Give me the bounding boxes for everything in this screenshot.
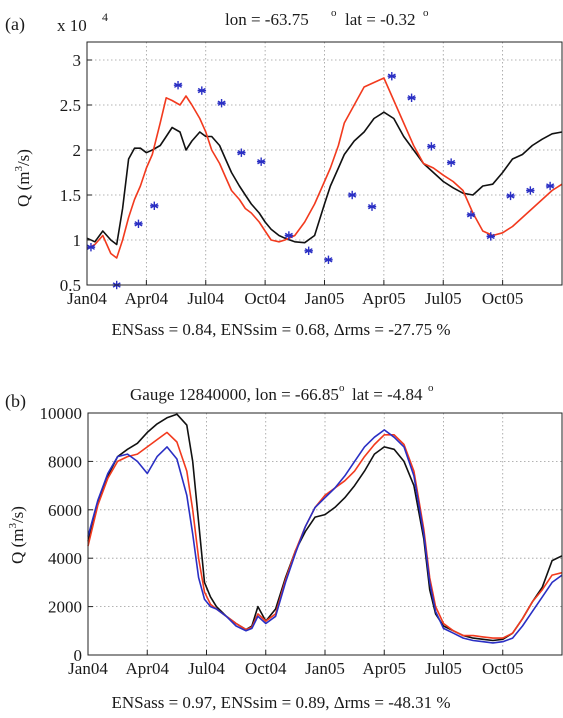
panel-b-ytick-label: 6000: [48, 501, 82, 520]
panel-a-ylabel: Q (m3/s): [13, 149, 33, 207]
panel-a-ylabel-exp: 3: [13, 166, 25, 172]
panel-a-observation-marker: [407, 93, 416, 102]
panel-b-xtick-label: Jan05: [305, 659, 345, 678]
panel-a-ylabel-suffix: /s): [14, 149, 33, 166]
panel-b-xtick-label: Jul05: [425, 659, 462, 678]
panel-b-ytick-label: 8000: [48, 452, 82, 471]
panel-b: (b) Gauge 12840000, lon = -66.85 o lat =…: [5, 382, 563, 712]
panel-b-ylabel-prefix: Q (m: [8, 529, 27, 564]
panel-a-observation-marker: [134, 219, 143, 228]
panel-b-label: (b): [5, 391, 26, 412]
panel-b-xtick-label: Oct05: [482, 659, 524, 678]
panel-a: (a) x 10 4 lon = -63.75 o lat = -0.32 o …: [5, 7, 563, 339]
panel-a-observation-marker: [150, 201, 159, 210]
panel-a-exponent-power: 4: [102, 10, 108, 24]
panel-b-title-degree-2: o: [428, 382, 434, 394]
panel-b-title-degree-1: o: [339, 382, 345, 394]
panel-a-observation-marker: [446, 158, 456, 167]
panel-b-ylabel-suffix: /s): [8, 506, 27, 523]
panel-a-observation-marker: [348, 190, 357, 200]
panel-a-observation-marker: [173, 81, 183, 90]
panel-a-title-degree-2: o: [423, 7, 429, 19]
panel-b-series-line-1: [87, 431, 563, 639]
panel-a-observation-marker: [387, 72, 396, 81]
panel-a-observation-marker: [217, 99, 226, 108]
panel-a-observation-marker: [506, 191, 515, 201]
panel-b-title-lat: lat = -4.84: [352, 385, 423, 404]
panel-a-series-line-1: [86, 77, 563, 259]
panel-a-xtick-label: Apr05: [362, 289, 405, 308]
panel-a-observation-marker: [427, 142, 436, 151]
panel-b-xtick-label: Jan04: [68, 659, 108, 678]
panel-a-observation-marker: [486, 232, 495, 241]
panel-b-ylabel-exp: 3: [7, 523, 19, 529]
panel-a-observation-marker: [526, 186, 535, 195]
panel-a-ytick-label: 1: [73, 231, 82, 250]
panel-a-ylabel-prefix: Q (m: [14, 172, 33, 207]
panel-b-xtick-label: Oct04: [245, 659, 287, 678]
panel-b-title-gauge: Gauge 12840000, lon = -66.85: [130, 385, 339, 404]
panel-a-xtick-label: Oct04: [244, 289, 286, 308]
panel-a-xtick-label: Jul04: [187, 289, 224, 308]
panel-a-observation-marker: [324, 255, 333, 264]
panel-a-title-degree-1: o: [331, 7, 337, 19]
panel-a-observation-marker: [256, 157, 266, 166]
panel-b-series-line-0: [87, 413, 563, 642]
panel-a-label: (a): [5, 14, 25, 35]
panel-a-xtick-label: Jul05: [425, 289, 462, 308]
panel-b-ytick-label: 0: [74, 646, 83, 665]
panel-a-plot: Jan04 Apr04 Jul04 Oct04 Jan05 Apr05 Jul05 Oct05…: [60, 41, 563, 308]
panel-a-exponent-base: x 10: [57, 16, 87, 35]
panel-a-ytick-label: 3: [73, 51, 82, 70]
panel-a-observation-marker: [237, 148, 246, 157]
panel-a-ytick-label: 1.5: [60, 186, 81, 205]
panel-a-metrics: ENSass = 0.84, ENSsim = 0.68, Δrms = -27…: [111, 320, 450, 339]
panel-b-xtick-label: Apr05: [363, 659, 406, 678]
panel-a-xtick-label: Apr04: [125, 289, 169, 308]
panel-a-ytick-label: 2: [73, 141, 82, 160]
panel-a-observation-marker: [86, 243, 96, 252]
panel-b-xtick-label: Jul04: [188, 659, 225, 678]
panel-a-xtick-label: Oct05: [482, 289, 524, 308]
panel-b-ylabel-text: Q (m3/s): [7, 506, 27, 564]
panel-a-observation-marker: [545, 181, 555, 191]
panel-a-title-lon: lon = -63.75: [225, 10, 309, 29]
panel-b-ytick-label: 4000: [48, 549, 82, 568]
panel-b-xtick-label: Apr04: [126, 659, 170, 678]
panel-b-plot: Jan04 Apr04 Jul04 Oct04 Jan05 Apr05 Jul05 Oct05…: [40, 404, 563, 678]
panel-b-metrics: ENSass = 0.97, ENSsim = 0.89, Δrms = -48…: [111, 693, 450, 712]
panel-a-observation-marker: [304, 246, 313, 255]
panel-a-observation-marker: [466, 210, 476, 219]
panel-a-ytick-label: 0.5: [60, 276, 81, 295]
panel-b-ytick-label: 2000: [48, 598, 82, 617]
panel-b-ytick-label: 10000: [40, 404, 83, 423]
panel-a-xtick-label: Jan05: [305, 289, 345, 308]
panel-a-ylabel-text: Q (m3/s): [13, 149, 33, 207]
panel-a-ytick-label: 2.5: [60, 96, 81, 115]
panel-a-observation-marker: [284, 231, 294, 240]
panel-b-series-line-2: [87, 429, 563, 644]
panel-a-xtick-label: Jan04: [67, 289, 107, 308]
panel-a-observation-marker: [367, 202, 377, 211]
panel-b-ylabel: Q (m3/s): [7, 506, 27, 564]
panel-a-observation-marker: [197, 86, 206, 95]
panel-a-title-lat: lat = -0.32: [345, 10, 416, 29]
